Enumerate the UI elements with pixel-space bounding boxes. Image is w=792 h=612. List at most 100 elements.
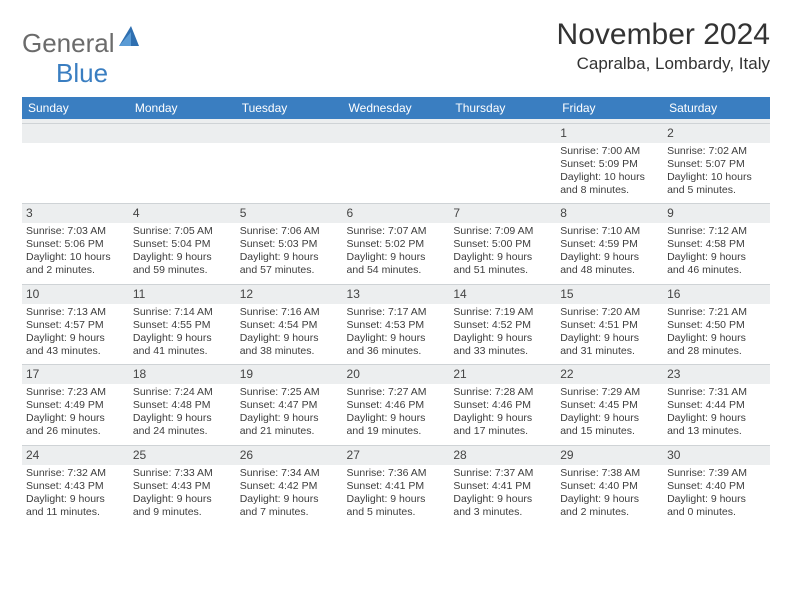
- calendar-day-cell: 12Sunrise: 7:16 AMSunset: 4:54 PMDayligh…: [236, 284, 343, 365]
- day-sunrise: Sunrise: 7:03 AM: [26, 225, 125, 238]
- day-sunset: Sunset: 4:52 PM: [453, 319, 552, 332]
- day-sunrise: Sunrise: 7:09 AM: [453, 225, 552, 238]
- calendar-week-row: 17 Sunrise: 7:23 AMSunset: 4:49 PM Dayligh…: [22, 365, 770, 446]
- day-day1: Daylight: 9 hours: [133, 412, 232, 425]
- day-day2: and 19 minutes.: [347, 425, 446, 438]
- day-sunrise: Sunrise: 7:31 AM: [667, 386, 766, 399]
- day-sunrise: Sunrise: 7:27 AM: [347, 386, 446, 399]
- calendar-empty-cell: [449, 123, 556, 204]
- day-day2: and 38 minutes.: [240, 345, 339, 358]
- day-day2: and 5 minutes.: [667, 184, 766, 197]
- day-number: 12: [236, 285, 343, 304]
- day-sunset: Sunset: 5:02 PM: [347, 238, 446, 251]
- day-day1: Daylight: 9 hours: [347, 332, 446, 345]
- day-number: 24: [22, 446, 129, 465]
- calendar-day-cell: 15Sunrise: 7:20 AMSunset: 4:51 PMDayligh…: [556, 284, 663, 365]
- day-day1: Daylight: 9 hours: [453, 251, 552, 264]
- day-sunset: Sunset: 5:07 PM: [667, 158, 766, 171]
- calendar-day-cell: 3Sunrise: 7:03 AMSunset: 5:06 PMDaylight…: [22, 204, 129, 285]
- day-number: 17: [22, 365, 129, 384]
- calendar-day-cell: 26Sunrise: 7:34 AMSunset: 4:42 PMDayligh…: [236, 445, 343, 525]
- day-day1: Daylight: 9 hours: [667, 332, 766, 345]
- day-sunset: Sunset: 4:50 PM: [667, 319, 766, 332]
- calendar-day-cell: 8Sunrise: 7:10 AMSunset: 4:59 PMDaylight…: [556, 204, 663, 285]
- day-day1: Daylight: 9 hours: [133, 251, 232, 264]
- month-title: November 2024: [557, 18, 770, 52]
- day-sunset: Sunset: 4:45 PM: [560, 399, 659, 412]
- day-number: 18: [129, 365, 236, 384]
- day-sunset: Sunset: 4:43 PM: [26, 480, 125, 493]
- day-sunset: Sunset: 4:55 PM: [133, 319, 232, 332]
- calendar-day-cell: 13 Sunrise: 7:17 AMSunset: 4:53 PMDayligh…: [343, 284, 450, 365]
- day-number: 4: [129, 204, 236, 223]
- day-sunset: Sunset: 4:57 PM: [26, 319, 125, 332]
- day-sunset: Sunset: 4:53 PM: [347, 319, 446, 332]
- day-number: 6: [343, 204, 450, 223]
- calendar-day-cell: 22 Sunrise: 7:29 AMSunset: 4:45 PMDayligh…: [556, 365, 663, 446]
- day-number: 28: [449, 446, 556, 465]
- day-sunset: Sunset: 5:04 PM: [133, 238, 232, 251]
- day-sunrise: Sunrise: 7:06 AM: [240, 225, 339, 238]
- day-number: 2: [663, 124, 770, 143]
- day-number: 13: [343, 285, 450, 304]
- day-number: 29: [556, 446, 663, 465]
- day-sunrise: Sunrise: 7:34 AM: [240, 467, 339, 480]
- day-day2: and 26 minutes.: [26, 425, 125, 438]
- calendar-day-cell: 19Sunrise: 7:25 AMSunset: 4:47 PMDayligh…: [236, 365, 343, 446]
- day-day1: Daylight: 9 hours: [560, 412, 659, 425]
- logo-text-2: Blue: [56, 58, 108, 89]
- calendar-day-cell: 16Sunrise: 7:21 AMSunset: 4:50 PMDayligh…: [663, 284, 770, 365]
- day-day1: Daylight: 9 hours: [453, 332, 552, 345]
- day-number-empty: [449, 124, 556, 143]
- calendar-week-row: 3 Sunrise: 7:03 AMSunset: 5:06 PM Daylight…: [22, 204, 770, 285]
- day-sunrise: Sunrise: 7:32 AM: [26, 467, 125, 480]
- day-day2: and 5 minutes.: [347, 506, 446, 519]
- day-day1: Daylight: 9 hours: [453, 412, 552, 425]
- day-day2: and 33 minutes.: [453, 345, 552, 358]
- calendar-day-cell: 1Sunrise: 7:00 AMSunset: 5:09 PMDaylight…: [556, 123, 663, 204]
- calendar-day-cell: 27Sunrise: 7:36 AMSunset: 4:41 PMDayligh…: [343, 445, 450, 525]
- day-day2: and 51 minutes.: [453, 264, 552, 277]
- day-day1: Daylight: 9 hours: [133, 332, 232, 345]
- day-number: 22: [556, 365, 663, 384]
- day-day2: and 36 minutes.: [347, 345, 446, 358]
- day-sunrise: Sunrise: 7:02 AM: [667, 145, 766, 158]
- day-day1: Daylight: 9 hours: [240, 251, 339, 264]
- day-sunrise: Sunrise: 7:37 AM: [453, 467, 552, 480]
- day-number: 15: [556, 285, 663, 304]
- calendar-day-cell: 4Sunrise: 7:05 AMSunset: 5:04 PMDaylight…: [129, 204, 236, 285]
- day-day1: Daylight: 10 hours: [667, 171, 766, 184]
- day-number: 1: [556, 124, 663, 143]
- day-sunset: Sunset: 5:06 PM: [26, 238, 125, 251]
- day-sunrise: Sunrise: 7:29 AM: [560, 386, 659, 399]
- day-day2: and 59 minutes.: [133, 264, 232, 277]
- day-day2: and 13 minutes.: [667, 425, 766, 438]
- calendar-day-cell: 14Sunrise: 7:19 AMSunset: 4:52 PMDayligh…: [449, 284, 556, 365]
- day-sunrise: Sunrise: 7:23 AM: [26, 386, 125, 399]
- weekday-header: Thursday: [449, 97, 556, 119]
- day-day2: and 57 minutes.: [240, 264, 339, 277]
- day-number-empty: [236, 124, 343, 143]
- day-sunrise: Sunrise: 7:36 AM: [347, 467, 446, 480]
- day-sunrise: Sunrise: 7:17 AM: [347, 306, 446, 319]
- day-day2: and 11 minutes.: [26, 506, 125, 519]
- calendar-day-cell: 25Sunrise: 7:33 AMSunset: 4:43 PMDayligh…: [129, 445, 236, 525]
- day-sunset: Sunset: 4:46 PM: [453, 399, 552, 412]
- calendar-day-cell: 11Sunrise: 7:14 AMSunset: 4:55 PMDayligh…: [129, 284, 236, 365]
- day-sunrise: Sunrise: 7:28 AM: [453, 386, 552, 399]
- day-day2: and 46 minutes.: [667, 264, 766, 277]
- day-sunset: Sunset: 4:41 PM: [347, 480, 446, 493]
- day-day1: Daylight: 9 hours: [240, 332, 339, 345]
- weekday-header: Friday: [556, 97, 663, 119]
- day-number: 3: [22, 204, 129, 223]
- day-sunrise: Sunrise: 7:38 AM: [560, 467, 659, 480]
- day-sunset: Sunset: 4:59 PM: [560, 238, 659, 251]
- day-sunset: Sunset: 4:49 PM: [26, 399, 125, 412]
- day-day2: and 24 minutes.: [133, 425, 232, 438]
- day-day1: Daylight: 9 hours: [667, 251, 766, 264]
- day-sunset: Sunset: 4:40 PM: [667, 480, 766, 493]
- day-sunrise: Sunrise: 7:33 AM: [133, 467, 232, 480]
- day-number-empty: [129, 124, 236, 143]
- day-day1: Daylight: 9 hours: [26, 493, 125, 506]
- location-label: Capralba, Lombardy, Italy: [557, 54, 770, 74]
